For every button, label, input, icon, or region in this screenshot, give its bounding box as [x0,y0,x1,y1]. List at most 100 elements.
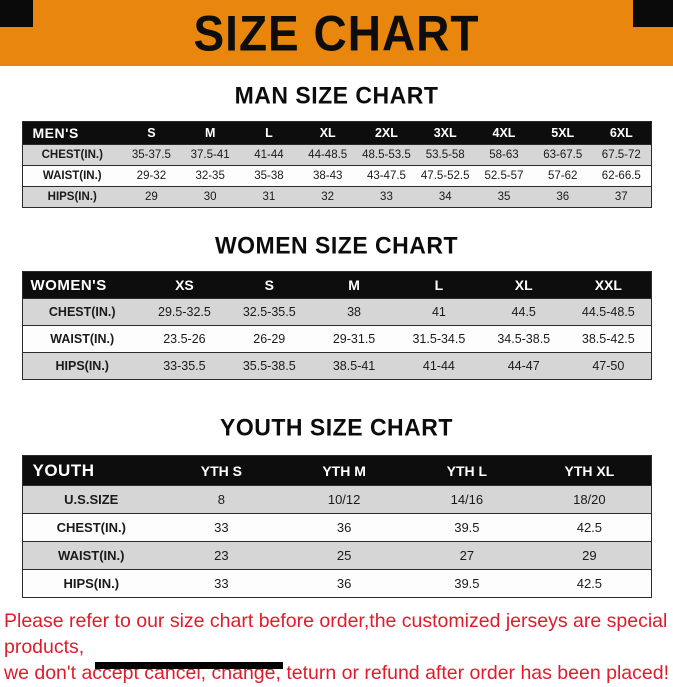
measurement-cell: 41-44 [396,352,482,380]
size-column-header: L [239,121,299,145]
measurement-cell: 33 [160,569,283,598]
size-column-header: S [122,121,181,145]
youth-size-table: YOUTH YTH S YTH M YTH L YTH XL U.S.SIZE 8 10/12… [21,455,652,598]
measurement-cell: 29 [122,186,181,208]
measurement-cell: 36 [533,186,593,208]
measurement-cell: 48.5-53.5 [357,144,416,166]
corner-block-right [633,0,673,27]
measurement-cell: 47-50 [566,352,651,380]
measurement-cell: 29-32 [122,165,181,187]
size-column-header: 5XL [533,121,593,145]
footer-disclaimer-line-1: Please refer to our size chart before or… [4,610,668,658]
measurement-cell: 23.5-26 [142,325,227,353]
table-row: U.S.SIZE 8 10/12 14/16 18/20 [22,485,651,514]
measurement-cell: 29 [528,541,651,570]
size-column-header: L [396,271,482,299]
measurement-cell: 10/12 [282,485,406,514]
measurement-cell: 33-35.5 [142,352,227,380]
measurement-cell: 47.5-52.5 [415,165,475,187]
table-row: HIPS(IN.) 33 36 39.5 42.5 [22,569,651,598]
measurement-cell: 34 [415,186,475,208]
table-header-row: YOUTH YTH S YTH M YTH L YTH XL [22,455,651,486]
measurement-cell: 31.5-34.5 [396,325,482,353]
measurement-cell: 27 [405,541,529,570]
size-column-header: M [180,121,240,145]
measurement-cell: 32 [298,186,358,208]
table-title-cell: MEN'S [22,121,122,145]
measurement-cell: 8 [160,485,283,514]
size-column-header: M [311,271,397,299]
women-size-chart-section: WOMEN SIZE CHART WOMEN'S XS S M L XL XXL CHEST(… [0,231,673,380]
measurement-cell: 41 [396,298,482,326]
banner: SIZE CHART [0,0,673,66]
measurement-cell: 38-43 [298,165,358,187]
women-size-table: WOMEN'S XS S M L XL XXL CHEST(IN.) 29.5-32.5 32.5… [21,271,652,380]
row-label: HIPS(IN.) [22,186,122,208]
measurement-cell: 35 [474,186,534,208]
measurement-cell: 42.5 [528,513,651,542]
size-column-header: XXL [566,271,651,299]
size-column-header: 3XL [415,121,475,145]
measurement-cell: 14/16 [405,485,529,514]
measurement-cell: 58-63 [474,144,534,166]
footer-disclaimer: Please refer to our size chart before or… [4,609,673,687]
size-column-header: XL [298,121,358,145]
measurement-cell: 63-67.5 [533,144,593,166]
youth-size-chart-section: YOUTH SIZE CHART YOUTH YTH S YTH M YTH L YTH… [0,413,673,598]
measurement-cell: 67.5-72 [592,144,651,166]
measurement-cell: 42.5 [528,569,651,598]
size-column-header: YTH L [405,455,529,486]
measurement-cell: 44-47 [481,352,567,380]
row-label: CHEST(IN.) [22,298,142,326]
size-column-header: XS [142,271,227,299]
man-size-chart-section: MAN SIZE CHART MEN'S S M L XL 2XL 3XL 4XL 5XL 6XL… [0,81,673,208]
measurement-cell: 29.5-32.5 [142,298,227,326]
measurement-cell: 44-48.5 [298,144,358,166]
page-title: SIZE CHART [193,4,480,62]
measurement-cell: 39.5 [405,569,529,598]
measurement-cell: 39.5 [405,513,529,542]
measurement-cell: 36 [282,569,406,598]
measurement-cell: 35-37.5 [122,144,181,166]
measurement-cell: 33 [160,513,283,542]
measurement-cell: 41-44 [239,144,299,166]
measurement-cell: 30 [180,186,240,208]
measurement-cell: 29-31.5 [311,325,397,353]
table-row: HIPS(IN.) 33-35.5 35.5-38.5 38.5-41 41-44 44-… [22,352,651,380]
row-label: CHEST(IN.) [22,144,122,166]
table-row: CHEST(IN.) 33 36 39.5 42.5 [22,513,651,542]
measurement-cell: 53.5-58 [415,144,475,166]
row-label: HIPS(IN.) [22,352,142,380]
size-column-header: 6XL [592,121,651,145]
measurement-cell: 32.5-35.5 [226,298,312,326]
measurement-cell: 32-35 [180,165,240,187]
man-section-heading: MAN SIZE CHART [234,81,439,109]
measurement-cell: 33 [357,186,416,208]
measurement-cell: 18/20 [528,485,651,514]
measurement-cell: 44.5-48.5 [566,298,651,326]
measurement-cell: 35-38 [239,165,299,187]
men-size-table: MEN'S S M L XL 2XL 3XL 4XL 5XL 6XL CHEST(IN.) 35-37… [21,121,652,208]
measurement-cell: 25 [282,541,406,570]
women-section-heading: WOMEN SIZE CHART [214,231,459,259]
measurement-cell: 43-47.5 [357,165,416,187]
table-row: WAIST(IN.) 29-32 32-35 35-38 38-43 43-47.5 47.… [22,165,651,187]
measurement-cell: 38.5-42.5 [566,325,651,353]
measurement-cell: 44.5 [481,298,567,326]
row-label: U.S.SIZE [22,485,160,514]
youth-section-heading: YOUTH SIZE CHART [220,413,453,441]
measurement-cell: 31 [239,186,299,208]
measurement-cell: 26-29 [226,325,312,353]
measurement-cell: 37.5-41 [180,144,240,166]
measurement-cell: 52.5-57 [474,165,534,187]
table-row: WAIST(IN.) 23 25 27 29 [22,541,651,570]
row-label: WAIST(IN.) [22,325,142,353]
table-title-cell: WOMEN'S [22,271,142,299]
size-column-header: 2XL [357,121,416,145]
measurement-cell: 36 [282,513,406,542]
size-column-header: S [226,271,312,299]
table-row: HIPS(IN.) 29 30 31 32 33 34 35 36 37 [22,186,651,208]
size-column-header: 4XL [474,121,534,145]
measurement-cell: 23 [160,541,283,570]
table-title-cell: YOUTH [22,455,160,486]
